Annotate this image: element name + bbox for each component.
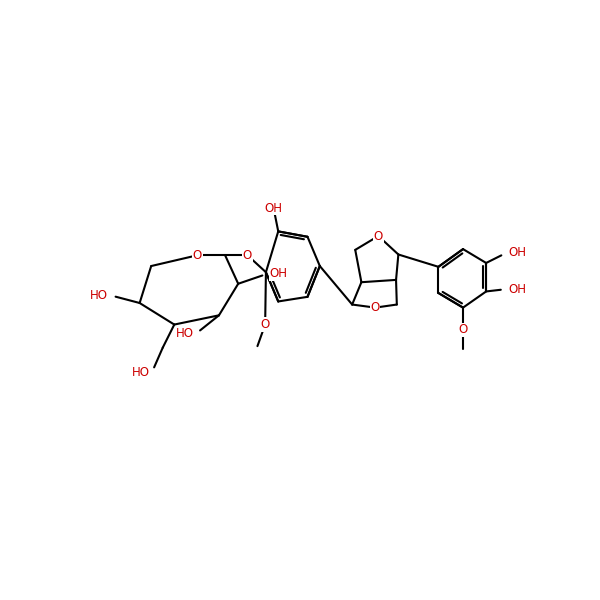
Text: O: O	[458, 323, 467, 337]
Text: O: O	[374, 230, 383, 242]
Text: O: O	[193, 249, 202, 262]
Text: HO: HO	[131, 366, 149, 379]
Text: OH: OH	[265, 202, 283, 215]
Text: OH: OH	[270, 267, 288, 280]
Text: HO: HO	[90, 289, 108, 302]
Text: HO: HO	[176, 328, 194, 340]
Text: O: O	[371, 301, 380, 314]
Text: O: O	[243, 249, 252, 262]
Text: O: O	[260, 318, 270, 331]
Text: OH: OH	[508, 283, 526, 296]
Text: OH: OH	[508, 247, 526, 259]
